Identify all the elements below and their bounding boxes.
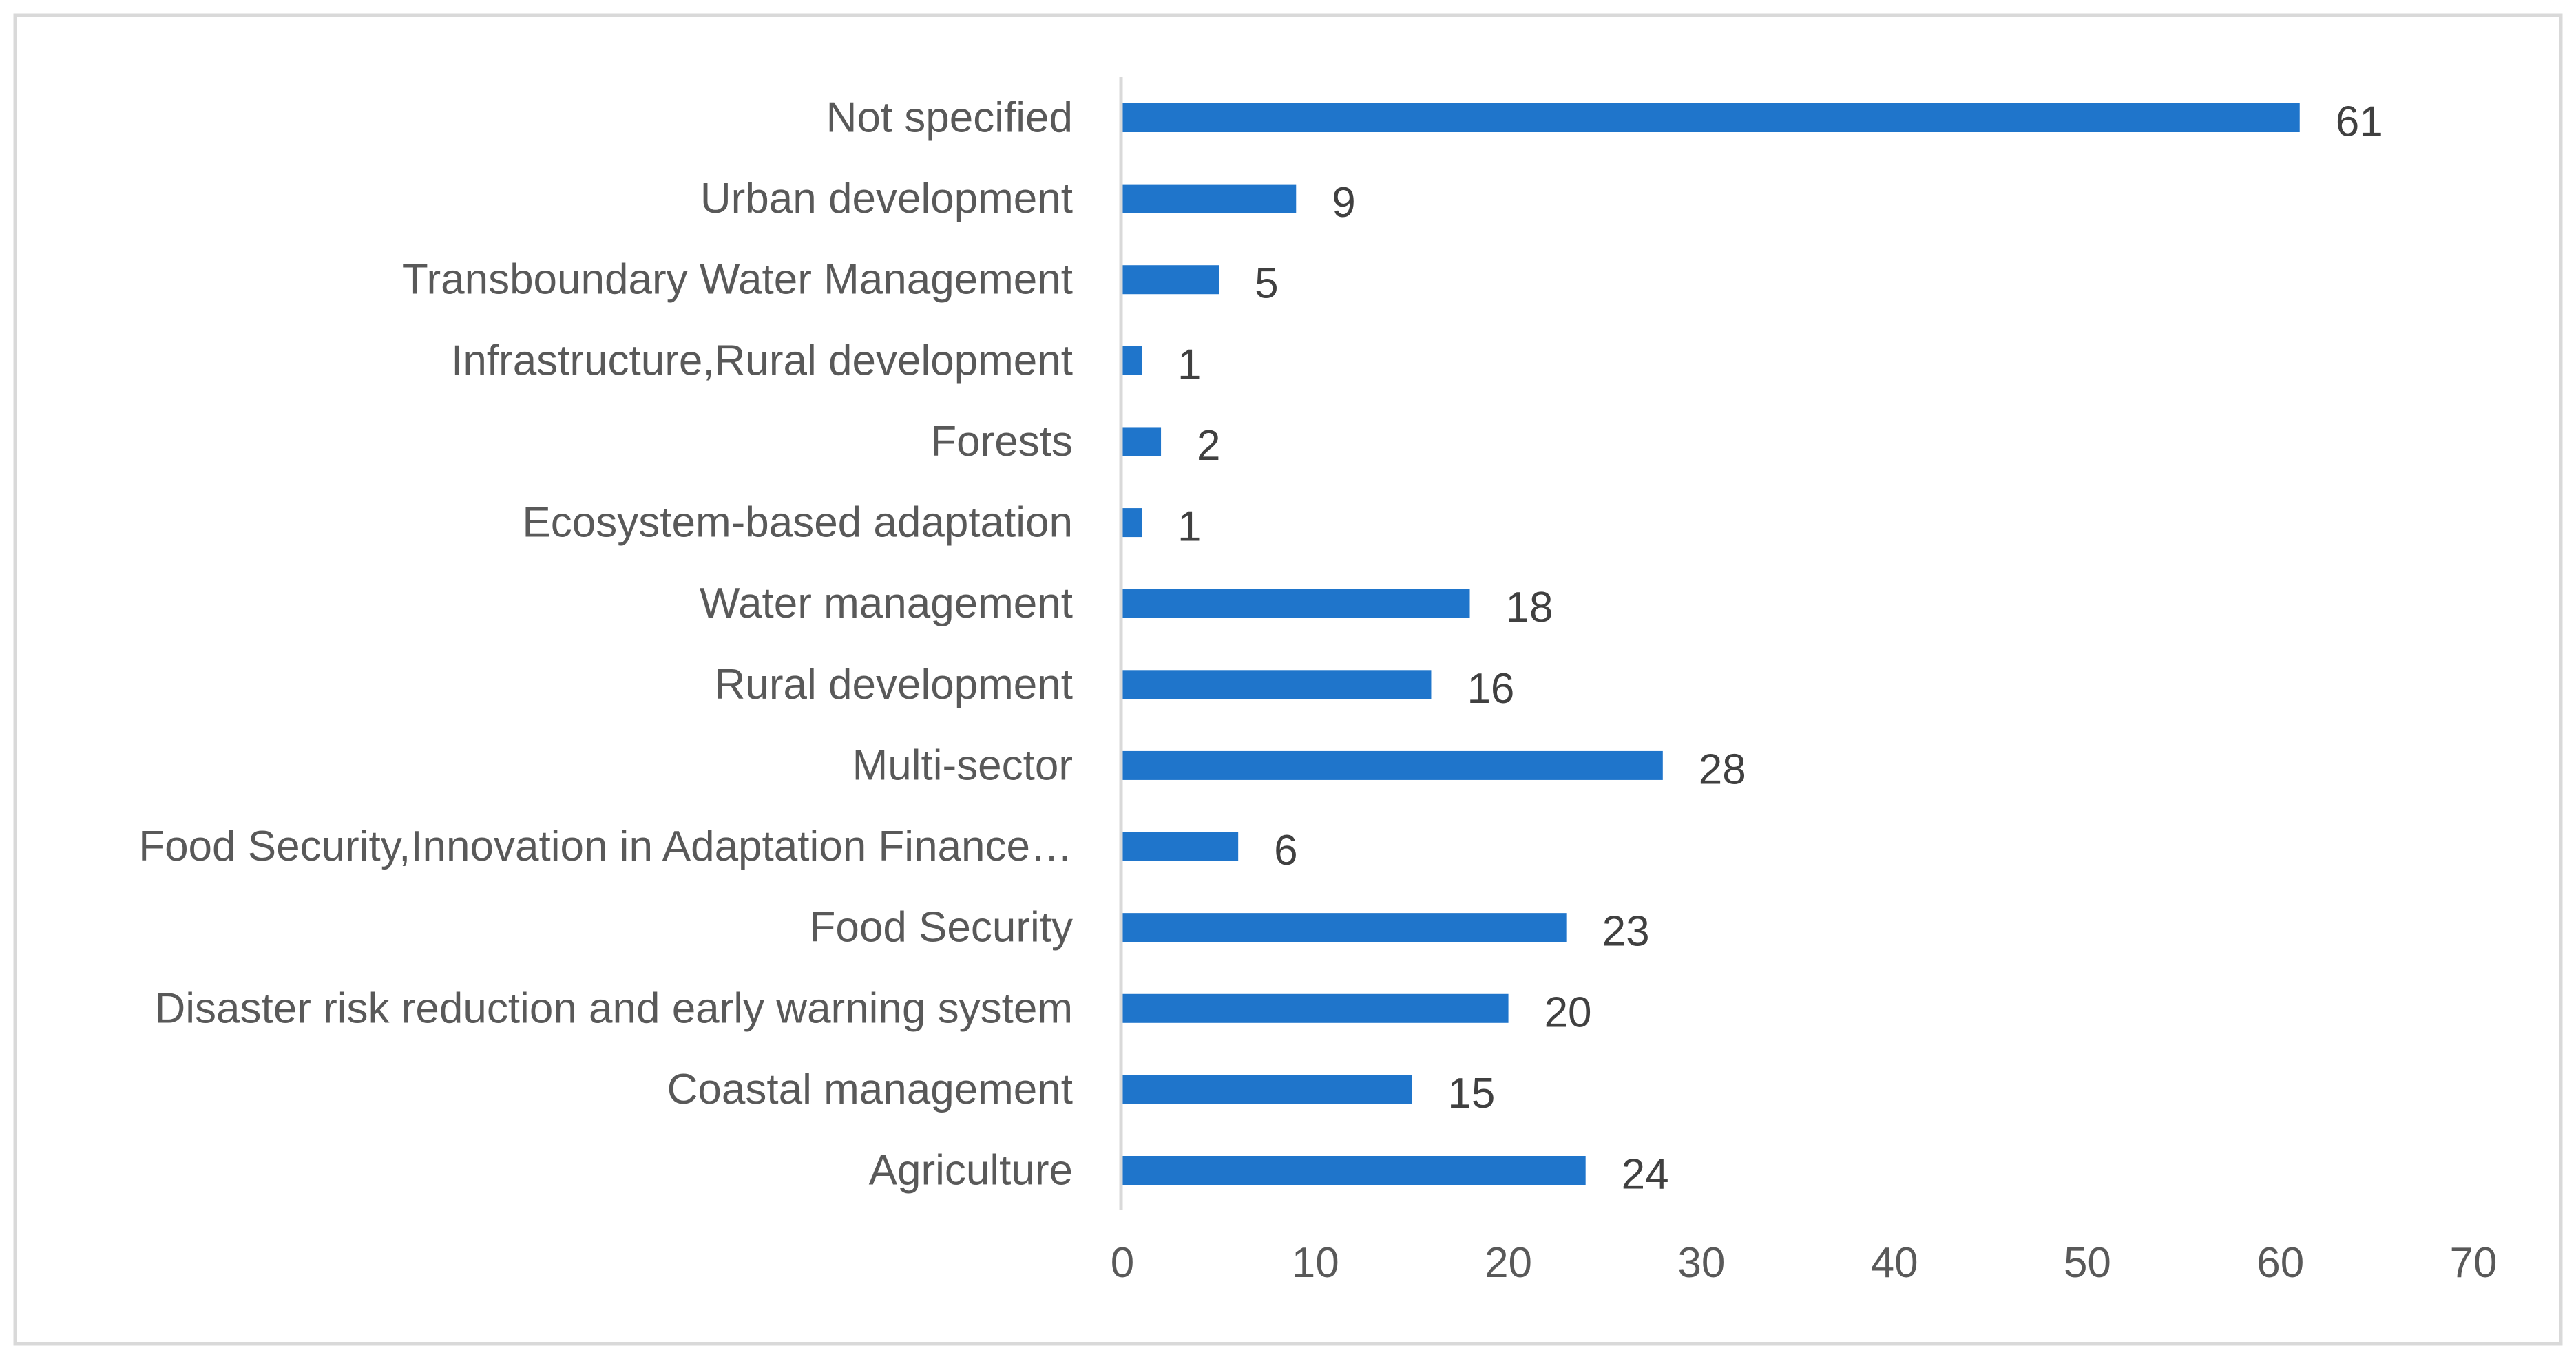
bar-ecosystem-based-adaptation — [1122, 508, 1142, 538]
data-label-forests: 2 — [1197, 422, 1220, 470]
data-label-not-specified: 61 — [2336, 98, 2383, 146]
bar-not-specified — [1122, 103, 2300, 132]
category-label-not-specified: Not specified — [826, 94, 1073, 142]
bar-urban-development — [1122, 184, 1297, 213]
category-label-disaster-risk-reduction-and-early-warning-system: Disaster risk reduction and early warnin… — [154, 984, 1073, 1032]
data-label-water-management: 18 — [1506, 584, 1553, 631]
bars-layer — [1122, 103, 2300, 1185]
data-label-coastal-management: 15 — [1447, 1070, 1495, 1117]
bar-multi-sector — [1122, 750, 1663, 780]
category-label-forests: Forests — [930, 418, 1073, 465]
bar-forests — [1122, 427, 1162, 456]
x-tick-label-70: 70 — [2450, 1239, 2498, 1287]
category-label-food-security: Food Security — [809, 904, 1073, 951]
data-label-agriculture: 24 — [1622, 1151, 1669, 1199]
data-label-infrastructure-rural-development: 1 — [1177, 341, 1201, 388]
data-label-urban-development: 9 — [1332, 179, 1355, 226]
category-labels: Agriculture Coastal management Disaster ri… — [138, 94, 1073, 1194]
category-label-coastal-management: Coastal management — [667, 1066, 1073, 1113]
x-tick-label-0: 0 — [1111, 1239, 1134, 1287]
bar-coastal-management — [1122, 1075, 1412, 1104]
bar-food-security — [1122, 913, 1567, 942]
x-tick-label-40: 40 — [1871, 1239, 1918, 1287]
bar-agriculture — [1122, 1156, 1586, 1185]
category-label-rural-development: Rural development — [715, 661, 1073, 708]
data-label-multi-sector: 28 — [1699, 746, 1746, 793]
category-label-agriculture: Agriculture — [869, 1147, 1073, 1194]
bar-infrastructure-rural-development — [1122, 346, 1142, 375]
x-tick-label-50: 50 — [2064, 1239, 2111, 1287]
category-label-water-management: Water management — [700, 580, 1073, 627]
x-tick-label-30: 30 — [1677, 1239, 1725, 1287]
x-tick-label-60: 60 — [2256, 1239, 2304, 1287]
data-label-food-security-innovation-in-adaptation-finance: 6 — [1274, 827, 1297, 874]
bar-disaster-risk-reduction-and-early-warning-system — [1122, 993, 1509, 1023]
data-label-disaster-risk-reduction-and-early-warning-system: 20 — [1544, 989, 1592, 1036]
x-tick-label-10: 10 — [1292, 1239, 1339, 1287]
data-label-rural-development: 16 — [1467, 665, 1514, 713]
category-label-infrastructure-rural-development: Infrastructure,Rural development — [451, 337, 1073, 384]
category-label-urban-development: Urban development — [700, 175, 1073, 222]
category-label-food-security-innovation-in-adaptation-finance: Food Security,Innovation in Adaptation F… — [138, 823, 1073, 870]
x-axis-ticks: 0 10 20 30 40 50 60 70 — [1111, 1239, 2498, 1287]
category-label-transboundary-water-management: Transboundary Water Management — [402, 256, 1073, 304]
data-label-ecosystem-based-adaptation: 1 — [1177, 503, 1201, 551]
bar-food-security-innovation-in-adaptation-finance — [1122, 832, 1239, 861]
data-label-food-security: 23 — [1602, 908, 1650, 956]
bar-water-management — [1122, 589, 1470, 618]
category-label-multi-sector: Multi-sector — [852, 741, 1073, 789]
bar-rural-development — [1122, 670, 1432, 699]
bar-transboundary-water-management — [1122, 265, 1219, 295]
data-label-transboundary-water-management: 5 — [1255, 260, 1278, 308]
x-tick-label-20: 20 — [1485, 1239, 1532, 1287]
category-label-ecosystem-based-adaptation: Ecosystem-based adaptation — [522, 499, 1073, 547]
